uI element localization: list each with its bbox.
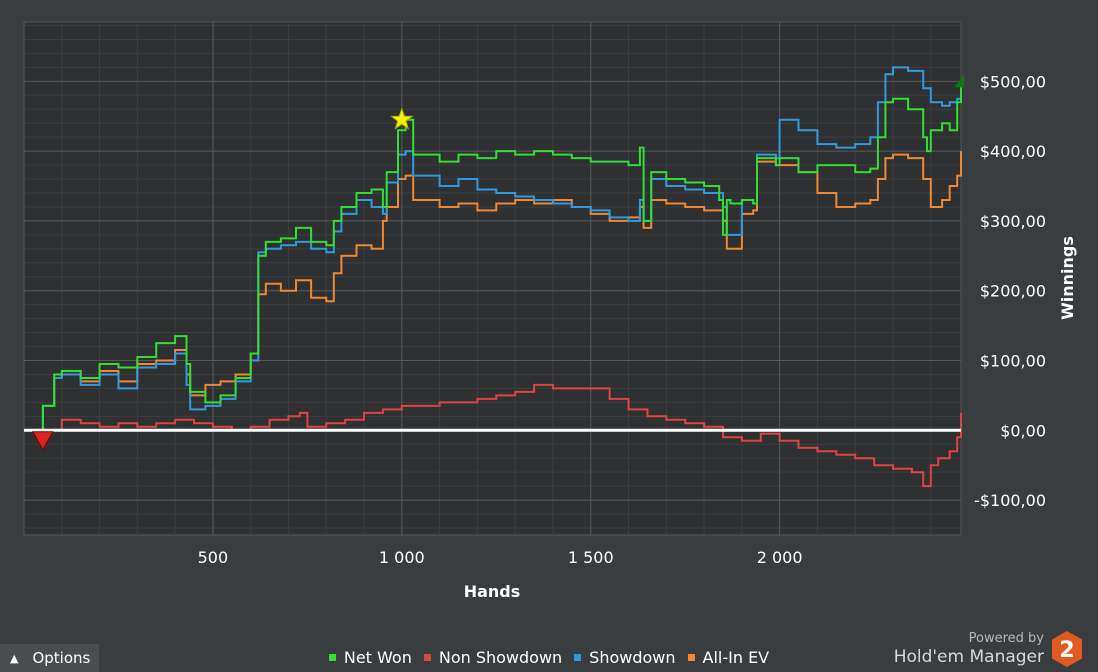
y-tick-label: $100,00 [980, 352, 1046, 371]
grid-lines [24, 22, 961, 535]
legend-label-non-showdown: Non Showdown [438, 647, 563, 667]
legend-swatch-non-showdown [423, 653, 431, 661]
x-tick-label: 2 000 [757, 548, 803, 567]
series-line-non-showdown [24, 383, 962, 488]
series-lines [24, 66, 962, 488]
legend-item-non-showdown[interactable]: Non Showdown [423, 647, 563, 667]
legend-swatch-all-in-ev [687, 653, 695, 661]
powered-by-branding: Powered by Hold'em Manager 2 [894, 628, 1084, 668]
brand-name: Hold'em Manager [893, 647, 1044, 667]
options-label: Options [32, 649, 91, 667]
y-tick-label: $400,00 [980, 142, 1046, 161]
legend-item-showdown[interactable]: Showdown [574, 647, 676, 667]
series-line-showdown [24, 66, 962, 435]
x-tick-label: 500 [198, 548, 229, 567]
legend-label-all-in-ev: All-In EV [702, 647, 770, 667]
options-button[interactable]: ▲ Options [0, 644, 99, 672]
y-tick-label: -$100,00 [974, 491, 1046, 510]
chevron-up-icon: ▲ [10, 651, 19, 665]
brand-text: Powered by Hold'em Manager [894, 631, 1044, 668]
legend-swatch-showdown [574, 653, 582, 661]
tick-labels: 500 1 000 1 500 2 000 -$100,00 $0,00 $100,00 $2… [198, 72, 1046, 567]
plot-area-background [23, 21, 962, 536]
x-tick-label: 1 000 [379, 548, 425, 567]
x-axis-title: Hands [464, 582, 521, 601]
series-line-net-won [24, 81, 962, 435]
y-axis-title: Winnings [1058, 236, 1077, 320]
svg-text:2: 2 [1059, 638, 1074, 663]
legend-label-showdown: Showdown [589, 647, 676, 667]
y-tick-label: $200,00 [980, 282, 1046, 301]
holdem-manager-logo-icon: 2 [1052, 631, 1082, 667]
y-tick-label: $500,00 [980, 72, 1046, 91]
brand-powered-by: Powered by [968, 631, 1044, 646]
legend-label-net-won: Net Won [343, 647, 412, 667]
x-tick-label: 1 500 [568, 548, 614, 567]
winnings-chart: 500 1 000 1 500 2 000 -$100,00 $0,00 $100,00 $2… [23, 21, 1077, 601]
legend-item-all-in-ev[interactable]: All-In EV [687, 647, 770, 667]
end-up-triangle-icon [954, 74, 965, 88]
y-tick-label: $300,00 [980, 212, 1046, 231]
legend-item-net-won[interactable]: Net Won [328, 647, 412, 667]
min-winnings-down-triangle-icon [32, 431, 54, 451]
y-tick-label: $0,00 [1000, 421, 1046, 440]
max-winnings-star-icon [390, 107, 414, 130]
legend-swatch-net-won [328, 653, 336, 661]
markers [32, 74, 965, 451]
chart-legend: Net Won Non Showdown Showdown All-In EV [0, 646, 1098, 668]
